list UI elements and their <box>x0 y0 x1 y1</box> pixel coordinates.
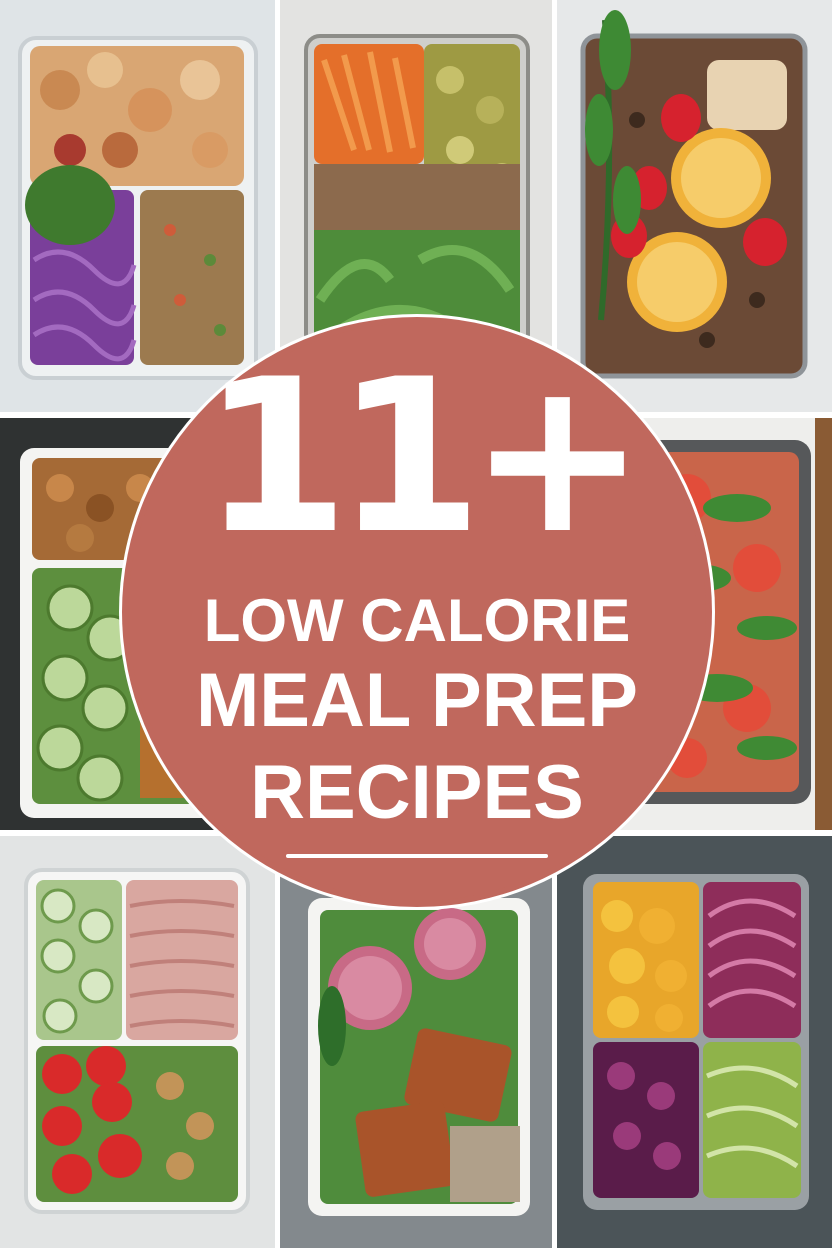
headline-line-3: RECIPES <box>250 750 584 835</box>
photo-meal-box-1 <box>0 0 275 412</box>
photo-meal-box-7 <box>280 836 552 1248</box>
photo-meal-box-3 <box>557 0 832 412</box>
title-underline <box>286 854 548 858</box>
photo-meal-box-8 <box>557 836 832 1248</box>
headline-line-1: LOW CALORIE <box>203 587 631 654</box>
title-badge: 11+ LOW CALORIE MEAL PREP RECIPES <box>128 323 706 901</box>
headline-number: 11+ <box>201 333 647 580</box>
photo-meal-box-6 <box>0 836 275 1248</box>
headline-line-2: MEAL PREP <box>195 658 638 743</box>
